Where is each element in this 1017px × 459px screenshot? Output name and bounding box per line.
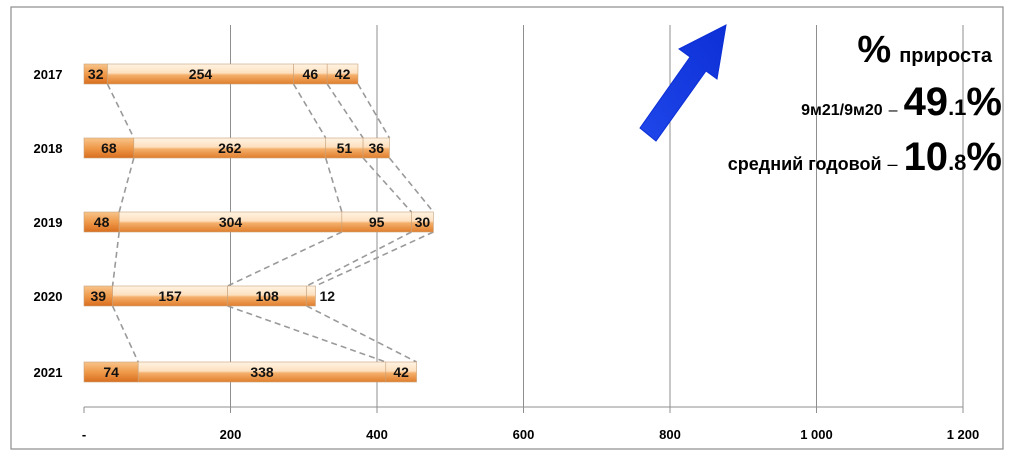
growth-row-9m: 9м21/9м20–49.1% [801,80,1002,124]
x-tick-label: 1 000 [800,427,833,442]
connector-line [292,83,327,139]
connector-line [357,83,391,139]
x-tick-label: 400 [366,427,388,442]
up-right-arrow-icon [639,24,727,142]
data-labels: 32 254 46 42 68 262 51 36 48 304 95 30 39 157 108 12 74 3… [88,66,430,380]
category-label: 2021 [34,365,63,380]
data-label: 304 [219,214,243,230]
category-labels: 2017 2018 2019 2020 2021 [34,67,63,380]
connector-lines [106,83,435,363]
data-label: 262 [218,140,242,156]
bar-segment-2017-4 [326,63,359,85]
data-label: 338 [250,364,274,380]
data-label: 46 [303,66,319,82]
data-label: 95 [369,214,385,230]
x-axis-ticks: - 200 400 600 800 1 000 1 200 [82,406,980,442]
data-label: 108 [255,288,279,304]
x-tick-label: 800 [659,427,681,442]
connector-line [362,157,413,213]
category-label: 2018 [34,141,63,156]
data-label: 36 [368,140,384,156]
connector-line [111,305,139,363]
data-label: 51 [337,140,353,156]
data-label: 74 [103,364,119,380]
data-label: 42 [393,364,409,380]
connector-line [388,157,435,213]
connector-line [306,305,417,363]
connector-line [326,83,364,139]
grid-lines [230,25,964,407]
bar-segment-2021-3 [385,361,417,383]
growth-title: % прироста [857,29,992,71]
data-label: 39 [90,288,106,304]
data-label: 12 [319,288,335,304]
data-label: 157 [158,288,182,304]
category-label: 2017 [34,67,63,82]
category-label: 2020 [34,289,63,304]
data-label: 32 [88,66,104,82]
data-label: 30 [415,214,431,230]
data-label: 42 [335,66,351,82]
bar-segment-2018-4 [362,137,390,159]
growth-row-annual: средний годовой –10.8% [728,135,1002,179]
connector-line [227,305,387,363]
bar-segment-2019-4 [411,211,434,233]
x-tick-label: 200 [220,427,242,442]
category-label: 2019 [34,215,63,230]
x-tick-label: - [82,427,86,442]
x-tick-label: 1 200 [947,427,980,442]
connector-line [227,231,343,287]
data-label: 254 [189,66,213,82]
connector-line [315,231,434,287]
bars [83,63,434,383]
data-label: 68 [101,140,117,156]
x-tick-label: 600 [513,427,535,442]
bar-segment-2020-4 [306,285,316,307]
connector-line [111,231,120,287]
connector-line [106,83,135,139]
data-label: 48 [94,214,110,230]
